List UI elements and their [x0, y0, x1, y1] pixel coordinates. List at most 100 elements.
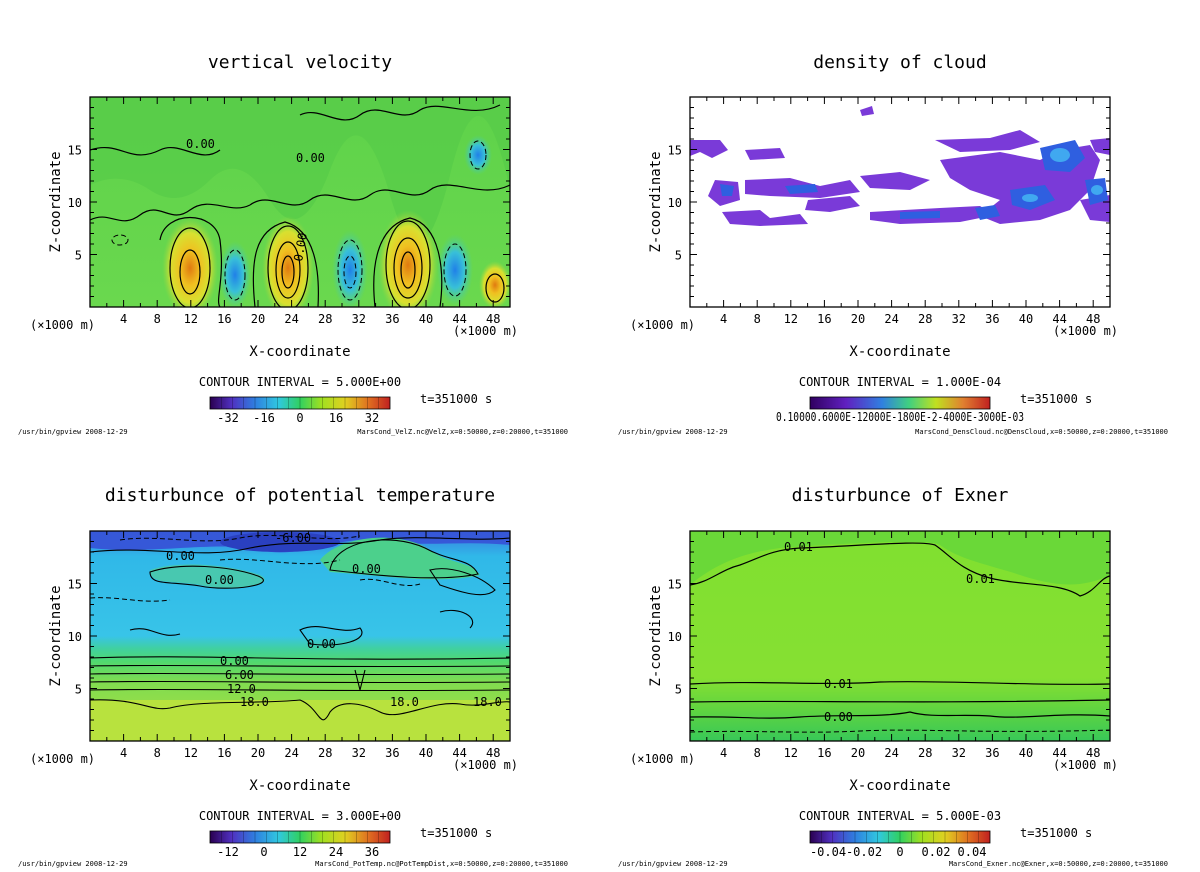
contour-label: 18.0 — [390, 695, 419, 709]
chart-title: density of cloud — [813, 52, 986, 73]
colorbar-tick-label: -32 — [217, 411, 239, 425]
panel-vertical-velocity: vertical velocity — [18, 52, 568, 436]
contour-label: 0.00 — [291, 232, 310, 263]
x-ticks: 4 8 12 16 20 24 28 32 36 40 44 48 — [89, 531, 511, 760]
x-tick-label: 16 — [217, 312, 231, 326]
colorbar-tick-label: 24 — [329, 845, 343, 859]
colorbar-tick-label: -0.04 — [810, 845, 846, 859]
colorbar-tick-label: -12 — [217, 845, 239, 859]
y-tick-label: 15 — [68, 578, 82, 592]
y-tick-label: 10 — [668, 196, 682, 210]
colorbar-tick-label: 12 — [293, 845, 307, 859]
x-unit-left: (×1000 m) — [30, 318, 95, 332]
contour-label: 0.01 — [966, 572, 995, 586]
x-unit-right: (×1000 m) — [1053, 758, 1118, 772]
y-axis-label: Z-coordinate — [648, 151, 664, 252]
contour-interval: CONTOUR INTERVAL = 1.000E-04 — [799, 375, 1001, 389]
colorbar — [809, 396, 991, 410]
y-axis-label: Z-coordinate — [648, 585, 664, 686]
x-tick-label: 48 — [1086, 312, 1100, 326]
x-tick-label: 4 — [120, 746, 127, 760]
footer-right: MarsCond_PotTemp.nc@PotTempDist,x=0:5000… — [315, 860, 568, 868]
x-tick-label: 48 — [486, 312, 500, 326]
x-tick-label: 24 — [884, 746, 898, 760]
colorbar-tick-label: 36 — [365, 845, 379, 859]
y-axis-label: Z-coordinate — [48, 151, 64, 252]
x-tick-label: 4 — [720, 746, 727, 760]
y-tick-label: 10 — [68, 196, 82, 210]
x-tick-label: 44 — [452, 746, 466, 760]
x-tick-label: 36 — [385, 746, 399, 760]
colorbar-tick-label: 0.02 — [922, 845, 951, 859]
x-tick-label: 40 — [419, 312, 433, 326]
colorbar-tick-label: 0 — [296, 411, 303, 425]
contour-label: 0.00 — [205, 573, 234, 587]
x-axis-label: X-coordinate — [849, 344, 950, 360]
x-unit-right: (×1000 m) — [1053, 324, 1118, 338]
x-tick-label: 28 — [318, 746, 332, 760]
contour-label: 0.00 — [220, 654, 249, 668]
x-tick-label: 12 — [784, 312, 798, 326]
panel-exner: disturbunce of Exner 0.01 0.01 0.01 0.00… — [618, 485, 1168, 868]
x-tick-label: 32 — [952, 746, 966, 760]
x-tick-label: 20 — [251, 312, 265, 326]
contour-label: 0.01 — [824, 677, 853, 691]
x-unit-left: (×1000 m) — [630, 752, 695, 766]
x-ticks: 4 8 12 16 20 24 28 32 36 40 44 48 — [89, 97, 511, 326]
x-tick-label: 32 — [952, 312, 966, 326]
x-tick-label: 16 — [217, 746, 231, 760]
x-axis-label: X-coordinate — [249, 344, 350, 360]
x-tick-label: 28 — [918, 312, 932, 326]
x-tick-label: 28 — [918, 746, 932, 760]
x-tick-label: 40 — [1019, 312, 1033, 326]
footer-left: /usr/bin/gpview 2008-12-29 — [18, 860, 128, 868]
contour-label: 0.00 — [307, 637, 336, 651]
colorbar-tick-label: 16 — [329, 411, 343, 425]
footer-left: /usr/bin/gpview 2008-12-29 — [618, 428, 728, 436]
y-tick-label: 15 — [68, 144, 82, 158]
y-ticks: 5 10 15 — [68, 96, 510, 308]
y-tick-label: 15 — [668, 578, 682, 592]
y-tick-label: 15 — [668, 144, 682, 158]
x-tick-label: 48 — [486, 746, 500, 760]
colorbar-ticks: -0.04 -0.02 0 0.02 0.04 — [810, 831, 987, 859]
x-unit-right: (×1000 m) — [453, 324, 518, 338]
x-tick-label: 36 — [985, 312, 999, 326]
y-tick-label: 5 — [675, 683, 682, 697]
x-tick-label: 8 — [154, 312, 161, 326]
footer-right: MarsCond_DensCloud.nc@DensCloud,x=0:5000… — [915, 428, 1168, 436]
panel-potential-temperature: disturbunce of potential temperature — [18, 485, 568, 868]
colorbar-label: 0.10000.6000E-12000E-1800E-2-4000E-3000E… — [776, 410, 1024, 424]
x-tick-label: 36 — [385, 312, 399, 326]
y-tick-label: 10 — [668, 630, 682, 644]
colorbar-tick-label: 0 — [260, 845, 267, 859]
x-tick-label: 12 — [184, 312, 198, 326]
plot-field — [90, 531, 510, 741]
x-tick-label: 20 — [851, 312, 865, 326]
x-tick-label: 48 — [1086, 746, 1100, 760]
x-tick-label: 20 — [251, 746, 265, 760]
x-tick-label: 4 — [120, 312, 127, 326]
contour-label: 0.00 — [166, 549, 195, 563]
contour-label: 12.0 — [227, 682, 256, 696]
contour-label: 0.00 — [824, 710, 853, 724]
x-tick-label: 44 — [1052, 746, 1066, 760]
contour-label: 18.0 — [473, 695, 502, 709]
footer-right: MarsCond_VelZ.nc@VelZ,x=0:50000,z=0:2000… — [357, 428, 568, 436]
colorbar-tick-label: 0.04 — [958, 845, 987, 859]
footer-left: /usr/bin/gpview 2008-12-29 — [18, 428, 128, 436]
x-tick-label: 32 — [352, 312, 366, 326]
x-axis-label: X-coordinate — [249, 778, 350, 794]
contour-label: 0.00 — [296, 151, 325, 165]
x-tick-label: 40 — [1019, 746, 1033, 760]
x-tick-label: 20 — [851, 746, 865, 760]
plot-field — [690, 97, 1110, 307]
x-tick-label: 44 — [452, 312, 466, 326]
x-tick-label: 8 — [754, 746, 761, 760]
time-label: t=351000 s — [1020, 392, 1092, 406]
contour-interval: CONTOUR INTERVAL = 5.000E-03 — [799, 809, 1001, 823]
colorbar-ticks: -32 -16 0 16 32 — [217, 397, 379, 425]
colorbar-tick-label: 32 — [365, 411, 379, 425]
contour-interval: CONTOUR INTERVAL = 5.000E+00 — [199, 375, 401, 389]
